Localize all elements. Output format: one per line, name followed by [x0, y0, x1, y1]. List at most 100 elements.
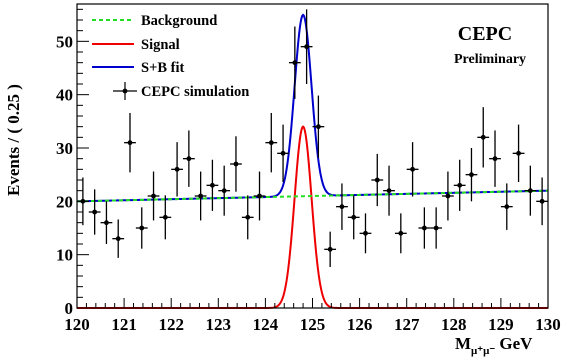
data-points [77, 9, 548, 268]
data-point-marker [198, 193, 204, 199]
x-tick-label: 124 [253, 315, 279, 334]
x-tick-label: 130 [535, 315, 561, 334]
x-tick-label: 128 [441, 315, 467, 334]
data-point-marker [374, 177, 380, 183]
data-point-marker [363, 230, 368, 236]
data-point-marker [339, 204, 345, 210]
data-point [241, 195, 254, 240]
data-point [336, 183, 348, 230]
data-point [324, 231, 337, 268]
data-point [100, 201, 113, 244]
data-point-marker [292, 60, 298, 66]
data-point [536, 177, 548, 226]
data-point [347, 195, 360, 240]
x-tick-label: 123 [206, 315, 232, 334]
data-point [124, 112, 136, 173]
background-curve [76, 189, 549, 203]
data-point [453, 159, 466, 211]
data-point-marker [386, 188, 392, 194]
data-point-marker [504, 204, 510, 210]
x-tick-label: 122 [158, 315, 184, 334]
data-point-marker [469, 172, 474, 178]
data-point [500, 183, 513, 230]
data-point-marker [527, 188, 533, 194]
data-point [406, 142, 419, 197]
status-label: Preliminary [454, 52, 526, 67]
data-point-marker [127, 140, 133, 146]
x-tick-label: 125 [300, 315, 326, 334]
data-point [489, 130, 501, 187]
data-point-marker [480, 134, 486, 140]
data-point [524, 165, 537, 216]
data-point [182, 130, 195, 187]
data-point-marker [245, 214, 251, 220]
data-point-marker [327, 246, 333, 252]
data-point [159, 195, 172, 240]
data-point-marker [151, 193, 156, 199]
data-point-marker [410, 166, 415, 172]
data-point [194, 171, 207, 221]
data-point [206, 159, 219, 211]
data-point [218, 165, 231, 216]
data-point-marker [162, 214, 168, 220]
y-axis-title: Events / ( 0.25 ) [4, 84, 23, 196]
axes [76, 3, 549, 309]
data-point-marker [92, 209, 98, 215]
data-point [394, 213, 407, 254]
y-tick-label: 50 [56, 32, 73, 51]
data-point-marker [433, 225, 439, 231]
data-point-marker [315, 124, 321, 130]
x-axis-title-sub: μ⁺μ⁻ [471, 345, 495, 357]
data-point-marker [186, 156, 192, 162]
data-point-marker [221, 188, 227, 194]
data-point-marker [445, 193, 451, 199]
y-tick-label: 0 [65, 299, 74, 318]
data-point-marker [174, 166, 180, 172]
data-point-marker [421, 225, 427, 231]
data-point-marker [351, 214, 357, 220]
data-point [418, 207, 431, 249]
data-point [312, 95, 325, 158]
data-point-marker [257, 193, 262, 199]
data-point-marker [539, 198, 545, 204]
legend-background-label: Background [141, 13, 217, 29]
data-point [135, 207, 148, 249]
data-point [465, 148, 478, 202]
y-tick-label: 10 [56, 246, 73, 265]
data-point-marker [268, 140, 274, 146]
data-point-marker [398, 230, 404, 236]
data-point-marker [492, 156, 498, 162]
data-point [88, 189, 101, 235]
data-point-marker [210, 182, 215, 188]
data-point-marker [457, 182, 463, 188]
x-tick-label: 129 [488, 315, 514, 334]
legend-simulation-label: CEPC simulation [141, 84, 249, 100]
y-tick-label: 20 [56, 192, 73, 211]
data-point-marker [104, 220, 109, 226]
data-point [288, 26, 301, 99]
data-point [277, 124, 289, 183]
x-tick-label: 127 [394, 315, 420, 334]
data-point [265, 112, 278, 173]
data-point [359, 213, 372, 254]
data-point [300, 9, 313, 84]
data-point [371, 153, 384, 207]
data-point [112, 219, 125, 258]
data-point [442, 171, 454, 221]
x-tick-label: 120 [64, 315, 90, 334]
data-point [253, 171, 266, 221]
signal-curve [77, 125, 548, 309]
x-axis-title-main: M [455, 334, 471, 353]
x-axis-title: Mμ⁺μ⁻ GeV [455, 334, 533, 357]
x-tick-label: 126 [347, 315, 373, 334]
experiment-label: CEPC [458, 23, 512, 45]
data-point-marker [139, 225, 145, 231]
data-point-marker [280, 150, 286, 156]
legend-fit-label: S+B fit [141, 60, 184, 76]
legend: Background Signal S+B fit CEPC simulatio… [92, 13, 249, 100]
x-axis-title-unit: GeV [495, 334, 533, 353]
data-point-marker [304, 44, 310, 50]
data-point [383, 165, 395, 216]
data-point-marker [233, 161, 239, 167]
